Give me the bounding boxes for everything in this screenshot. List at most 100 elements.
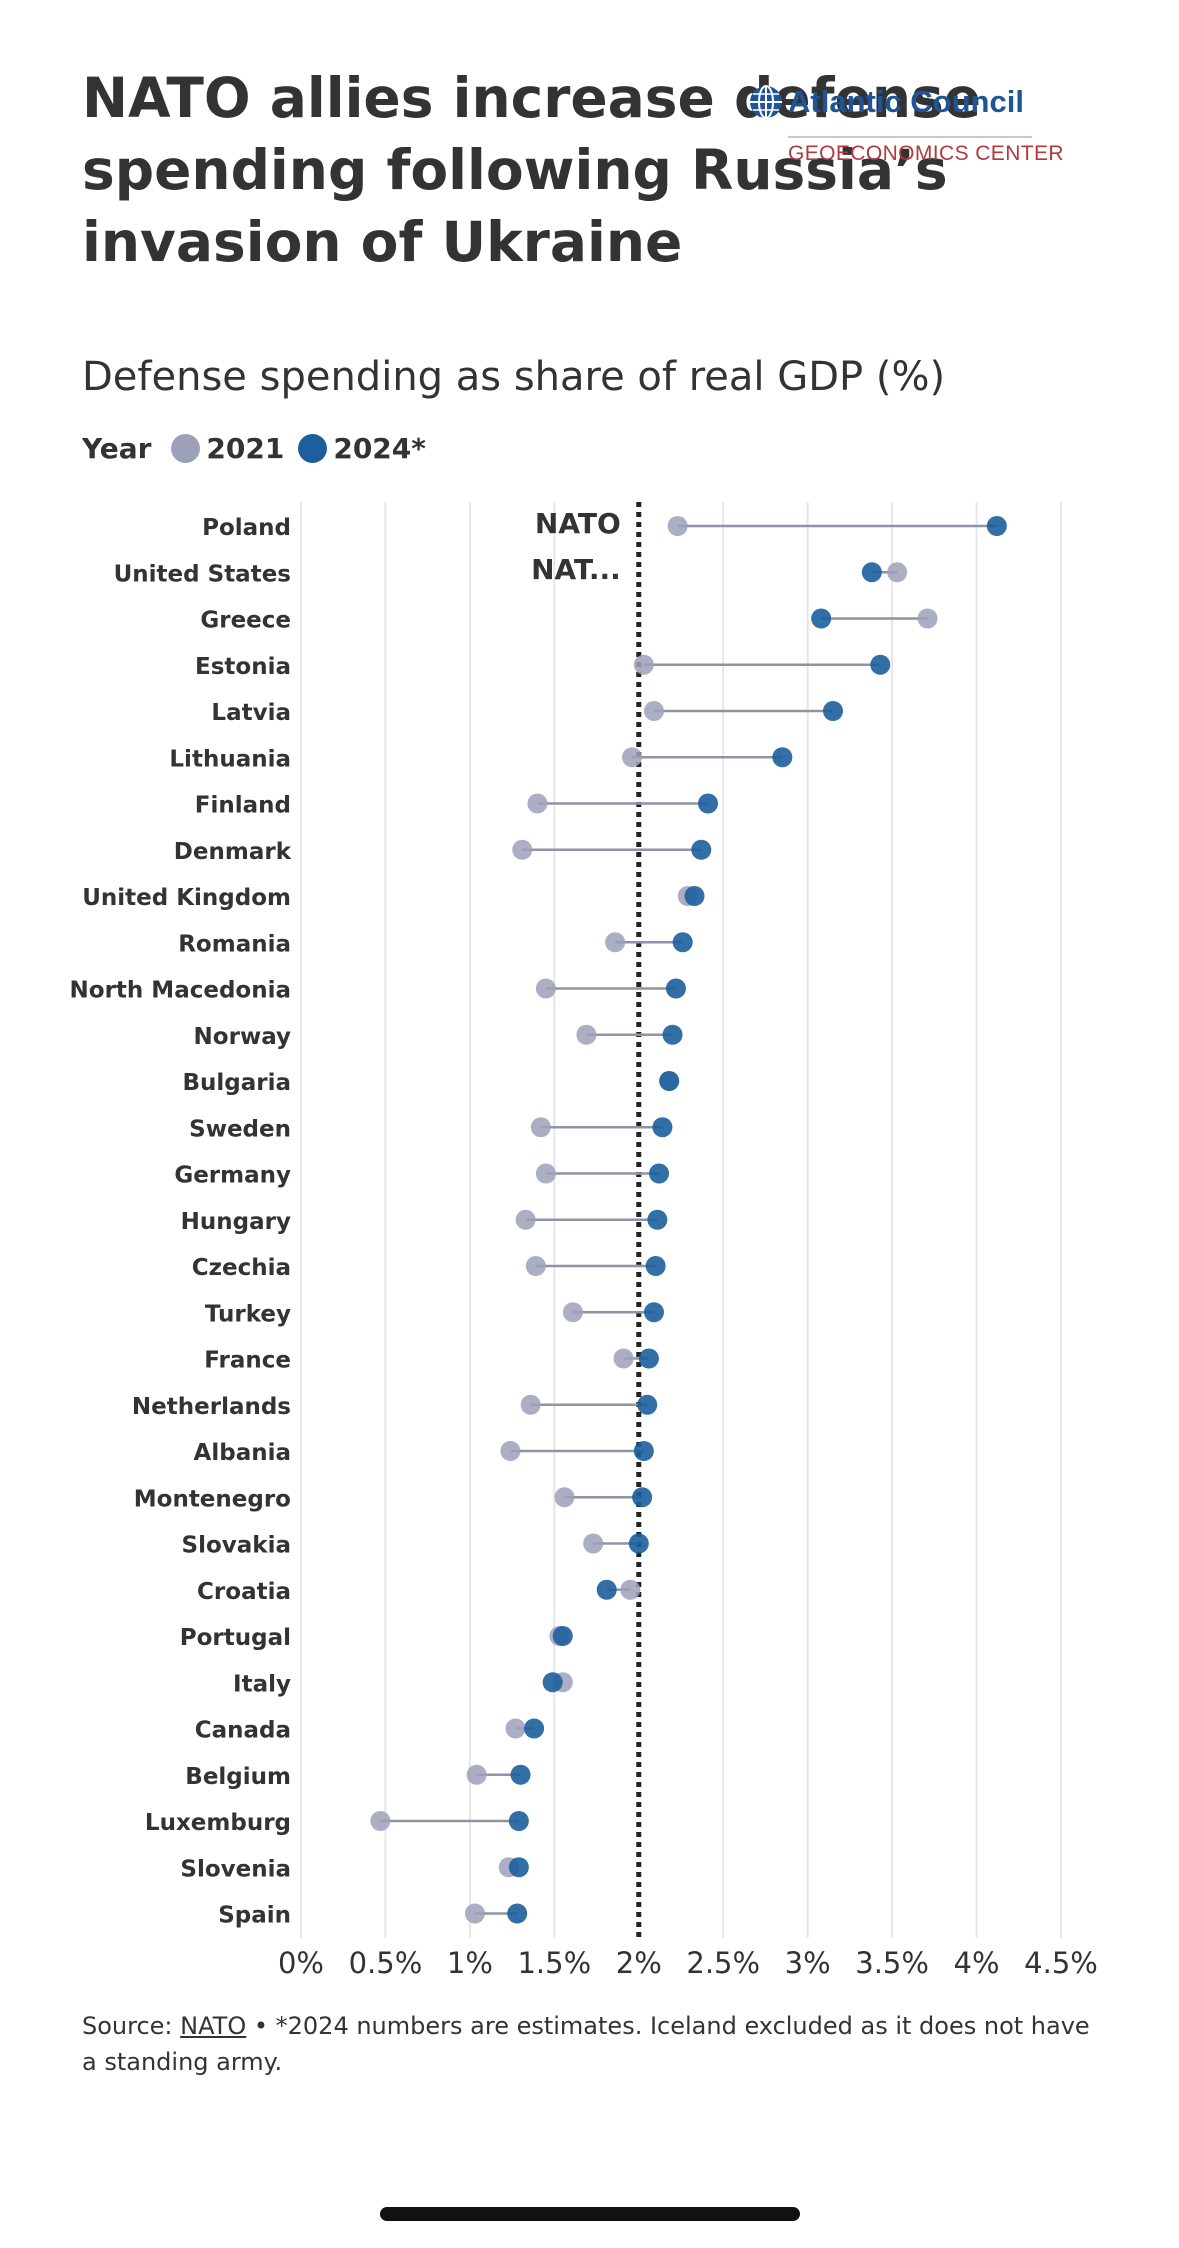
legend-label-2024: 2024* xyxy=(333,431,426,465)
y-category-label: Portugal xyxy=(180,1625,291,1651)
y-category-label: Albania xyxy=(194,1440,291,1466)
y-category-label: Norway xyxy=(194,1024,291,1050)
point-2021 xyxy=(527,793,548,814)
point-2021 xyxy=(505,1718,526,1739)
y-category-label: Bulgaria xyxy=(182,1070,291,1096)
y-category-label: Netherlands xyxy=(132,1394,291,1420)
point-2021 xyxy=(535,1163,556,1184)
point-2024 xyxy=(510,1764,531,1785)
legend-title: Year xyxy=(82,431,152,465)
point-2021 xyxy=(500,1441,521,1461)
point-2024 xyxy=(672,932,693,953)
x-tick-label: 3% xyxy=(785,1946,831,1980)
point-2024 xyxy=(662,1024,683,1045)
y-category-label: Luxemburg xyxy=(145,1810,291,1836)
point-2024 xyxy=(507,1903,528,1924)
y-category-label: Germany xyxy=(174,1163,291,1189)
legend-swatch-2021 xyxy=(171,433,201,463)
reference-line-label: NAT... xyxy=(531,553,621,586)
point-2024 xyxy=(628,1533,649,1554)
x-tick-label: 3.5% xyxy=(855,1946,929,1980)
chart-subtitle: Defense spending as share of real GDP (%… xyxy=(82,354,946,400)
point-2021 xyxy=(515,1209,536,1230)
point-2024 xyxy=(542,1672,563,1693)
point-2021 xyxy=(554,1487,575,1508)
point-2024 xyxy=(637,1394,658,1415)
y-category-label: Canada xyxy=(195,1718,291,1744)
point-2024 xyxy=(870,654,891,675)
point-2021 xyxy=(633,654,654,675)
point-2021 xyxy=(520,1394,541,1415)
y-category-label: France xyxy=(204,1348,291,1374)
point-2024 xyxy=(659,1071,680,1091)
point-2021 xyxy=(576,1024,597,1045)
y-category-label: Greece xyxy=(200,608,291,634)
y-category-label: Romania xyxy=(178,931,291,957)
point-2024 xyxy=(649,1163,670,1184)
logo-subtitle: GEOECONOMICS CENTER xyxy=(788,142,1064,165)
legend-label-2021: 2021 xyxy=(206,431,285,465)
y-category-label: United States xyxy=(114,561,291,587)
point-2021 xyxy=(613,1348,634,1369)
y-category-label: Finland xyxy=(195,793,291,819)
point-2021 xyxy=(464,1903,485,1924)
x-tick-label: 0% xyxy=(278,1946,324,1980)
y-category-label: United Kingdom xyxy=(82,885,291,911)
y-category-label: Slovenia xyxy=(180,1856,291,1882)
point-2021 xyxy=(605,932,626,953)
legend-swatch-2024 xyxy=(298,433,328,463)
y-category-label: Spain xyxy=(218,1903,291,1929)
point-2021 xyxy=(535,978,556,999)
point-2021 xyxy=(512,839,533,860)
point-2024 xyxy=(552,1626,573,1646)
point-2024 xyxy=(508,1811,529,1831)
point-2024 xyxy=(823,701,843,721)
y-category-label: Croatia xyxy=(197,1579,291,1605)
point-2024 xyxy=(811,608,832,629)
point-2024 xyxy=(691,839,712,860)
y-category-label: North Macedonia xyxy=(70,978,291,1004)
point-2024 xyxy=(524,1718,545,1739)
atlantic-council-logo[interactable]: Atlantic Council GEOECONOMICS CENTER xyxy=(748,84,1073,174)
x-tick-label: 4% xyxy=(954,1946,1000,1980)
point-2024 xyxy=(652,1117,673,1138)
y-category-label: Latvia xyxy=(211,700,291,726)
x-tick-label: 2.5% xyxy=(686,1946,760,1980)
point-2024 xyxy=(633,1441,654,1461)
source-text: • *2024 numbers are estimates. Iceland e… xyxy=(82,2012,1090,2076)
point-2024 xyxy=(665,978,686,999)
x-tick-label: 4.5% xyxy=(1024,1946,1098,1980)
point-2024 xyxy=(508,1857,529,1878)
y-category-label: Turkey xyxy=(205,1301,291,1327)
point-2024 xyxy=(698,793,719,814)
y-category-label: Poland xyxy=(202,515,291,541)
point-2024 xyxy=(986,516,1007,536)
point-2021 xyxy=(887,562,908,583)
y-category-label: Lithuania xyxy=(169,746,291,772)
globe-icon xyxy=(750,85,782,119)
dot-range-chart: 0% 0.5% 1% 1.5% 2% 2.5% 3% 3.5% 4% 4.5% NATO NAT...… xyxy=(70,502,1098,1980)
point-2024 xyxy=(645,1256,666,1276)
point-2021 xyxy=(917,608,938,629)
point-2021 xyxy=(525,1256,546,1276)
point-2021 xyxy=(622,747,643,768)
source-note: Source: NATO • *2024 numbers are estimat… xyxy=(82,2008,1102,2080)
logo-divider xyxy=(788,136,1032,138)
reference-line-label: NATO xyxy=(535,507,621,540)
x-tick-label: 1.5% xyxy=(517,1946,591,1980)
home-indicator[interactable] xyxy=(380,2207,800,2221)
point-2021 xyxy=(466,1764,487,1785)
logo-name: Atlantic Council xyxy=(788,84,1024,119)
x-tick-label: 2% xyxy=(616,1946,662,1980)
y-category-label: Sweden xyxy=(189,1116,291,1142)
y-category-label: Slovakia xyxy=(182,1533,291,1559)
point-2024 xyxy=(861,562,882,583)
y-category-label: Belgium xyxy=(185,1764,291,1790)
y-category-label: Czechia xyxy=(192,1255,291,1281)
source-prefix: Source: xyxy=(82,2012,181,2040)
point-2024 xyxy=(596,1579,617,1600)
source-link[interactable]: NATO xyxy=(180,2012,247,2040)
y-category-label: Italy xyxy=(233,1671,291,1697)
y-category-label: Denmark xyxy=(174,839,292,865)
point-2024 xyxy=(647,1209,668,1230)
